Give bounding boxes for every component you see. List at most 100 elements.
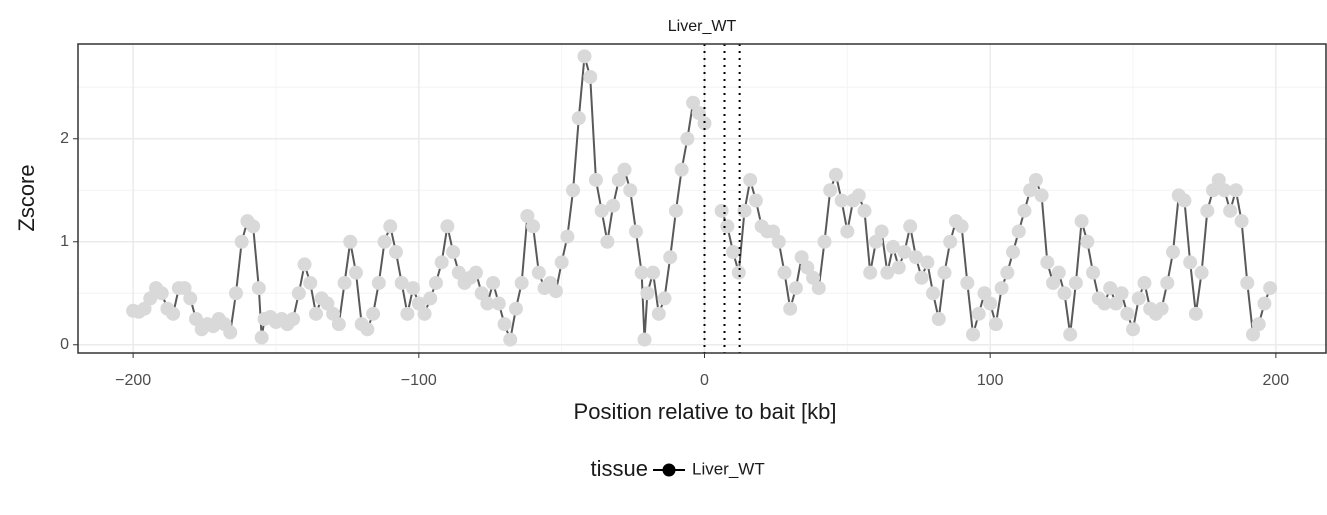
y-tick-label: 1: [60, 233, 69, 250]
data-point: [674, 162, 689, 177]
data-point: [566, 183, 581, 198]
data-point: [503, 332, 518, 347]
data-point: [920, 255, 935, 270]
data-point: [851, 188, 866, 203]
data-point: [337, 275, 352, 290]
legend-title: tissue: [591, 456, 648, 481]
x-tick-label: 200: [1263, 372, 1290, 389]
data-point: [1183, 255, 1198, 270]
data-point: [1194, 265, 1209, 280]
data-point: [691, 106, 706, 121]
data-point: [1097, 296, 1112, 311]
x-tick-label: 100: [977, 372, 1004, 389]
data-point: [663, 250, 678, 265]
data-point: [811, 281, 826, 296]
data-point: [1177, 193, 1192, 208]
data-point: [983, 296, 998, 311]
data-point: [486, 275, 501, 290]
data-point: [548, 284, 563, 299]
data-point: [1057, 286, 1072, 301]
data-point: [166, 306, 181, 321]
data-point: [840, 224, 855, 239]
data-point: [234, 234, 249, 249]
data-point: [1068, 275, 1083, 290]
data-point: [771, 234, 786, 249]
data-point: [828, 167, 843, 182]
data-point: [600, 234, 615, 249]
y-axis-label: Zscore: [14, 164, 39, 231]
data-point: [903, 219, 918, 234]
data-point: [571, 111, 586, 126]
data-point: [520, 209, 535, 224]
data-point: [1246, 327, 1261, 342]
data-point: [1188, 306, 1203, 321]
data-point: [583, 69, 598, 84]
legend-label: Liver_WT: [692, 459, 765, 478]
data-point: [806, 270, 821, 285]
data-point: [371, 275, 386, 290]
data-point: [794, 250, 809, 265]
data-point: [1126, 322, 1141, 337]
data-point: [434, 255, 449, 270]
x-axis-label: Position relative to bait [kb]: [574, 399, 837, 424]
data-point: [514, 275, 529, 290]
data-point: [943, 234, 958, 249]
y-tick-label: 2: [60, 130, 69, 147]
data-point: [874, 224, 889, 239]
data-point: [1046, 275, 1061, 290]
data-point: [137, 301, 152, 316]
data-point: [731, 265, 746, 280]
data-point: [326, 306, 341, 321]
data-point: [937, 265, 952, 280]
data-point: [1011, 224, 1026, 239]
data-point: [497, 317, 512, 332]
data-point: [1086, 265, 1101, 280]
x-tick-label: 0: [700, 372, 709, 389]
data-point: [1103, 281, 1118, 296]
data-point: [526, 219, 541, 234]
data-point: [1023, 183, 1038, 198]
panel-border: [77, 43, 1327, 354]
data-point: [857, 203, 872, 218]
data-point: [417, 306, 432, 321]
data-point: [331, 317, 346, 332]
data-point: [406, 281, 421, 296]
data-point: [297, 257, 312, 272]
data-point: [931, 312, 946, 327]
data-point: [1114, 286, 1129, 301]
data-point: [531, 265, 546, 280]
data-point: [594, 203, 609, 218]
data-point: [1028, 172, 1043, 187]
data-point: [308, 306, 323, 321]
data-point: [823, 183, 838, 198]
data-point: [994, 281, 1009, 296]
data-point: [891, 260, 906, 275]
data-point: [868, 234, 883, 249]
data-point: [988, 317, 1003, 332]
data-point: [411, 296, 426, 311]
data-point: [1211, 172, 1226, 187]
data-point: [800, 260, 815, 275]
data-point: [1108, 296, 1123, 311]
data-point: [491, 296, 506, 311]
data-point: [291, 286, 306, 301]
data-point: [777, 265, 792, 280]
data-point: [303, 275, 318, 290]
data-point: [651, 306, 666, 321]
data-point: [1263, 281, 1278, 296]
data-point: [560, 229, 575, 244]
data-point: [1051, 265, 1066, 280]
data-point: [646, 265, 661, 280]
x-tick-label: −200: [115, 372, 151, 389]
data-point: [926, 286, 941, 301]
data-point: [577, 49, 592, 64]
data-point: [188, 312, 203, 327]
data-point: [640, 286, 655, 301]
panel-title: Liver_WT: [668, 18, 737, 35]
data-point: [834, 193, 849, 208]
data-point: [1166, 245, 1181, 260]
data-point: [383, 219, 398, 234]
data-point: [320, 296, 335, 311]
x-tick-label: −100: [401, 372, 437, 389]
